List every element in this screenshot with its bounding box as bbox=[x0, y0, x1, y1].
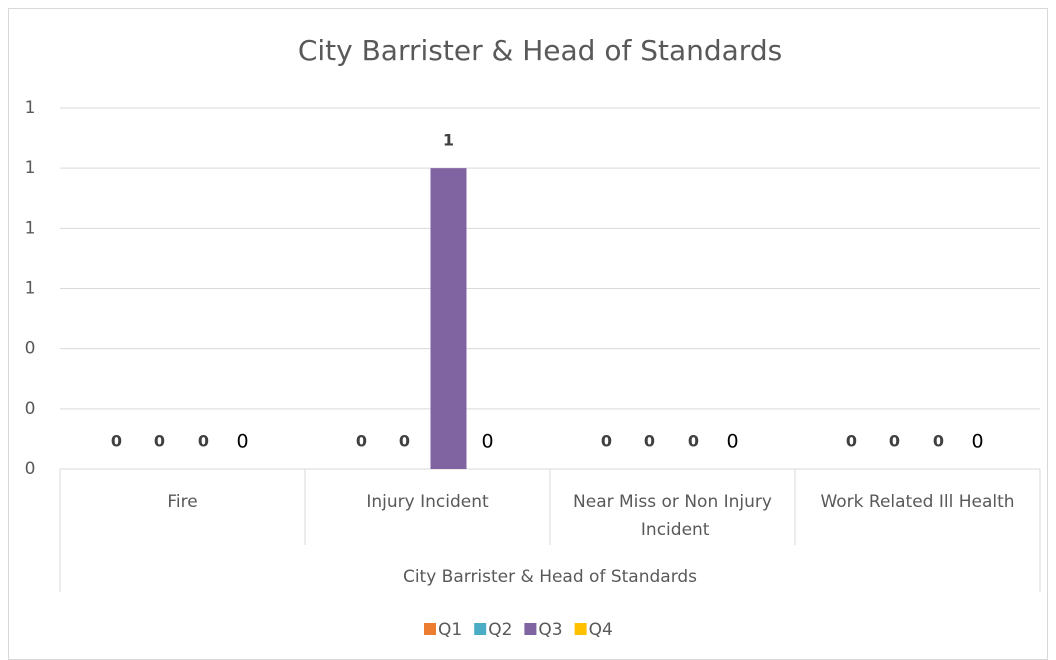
group-label: City Barrister & Head of Standards bbox=[403, 567, 697, 587]
data-label: 0 bbox=[933, 432, 944, 451]
bar bbox=[430, 168, 467, 469]
legend-swatch bbox=[574, 623, 587, 635]
data-label: 0 bbox=[971, 431, 983, 453]
y-tick-label: 1 bbox=[25, 158, 36, 178]
legend-label: Q4 bbox=[589, 620, 613, 640]
legend-label: Q1 bbox=[438, 620, 462, 640]
legend-swatch bbox=[524, 623, 537, 635]
y-tick-label: 0 bbox=[25, 399, 36, 419]
data-label: 0 bbox=[601, 432, 612, 451]
legend-swatch bbox=[424, 623, 436, 635]
y-tick-label: 0 bbox=[25, 459, 36, 479]
data-label: 0 bbox=[644, 432, 655, 451]
x-tick-label: Work Related Ill Health bbox=[820, 492, 1014, 512]
x-tick-label: Near Miss or Non Injury Incident bbox=[573, 492, 772, 540]
data-label: 0 bbox=[889, 432, 900, 451]
x-tick-label: Fire bbox=[167, 492, 197, 512]
x-tick-label: Injury Incident bbox=[366, 492, 489, 512]
legend-label: Q3 bbox=[538, 620, 562, 640]
data-label: 0 bbox=[111, 432, 122, 451]
data-label: 0 bbox=[481, 431, 493, 453]
data-label: 0 bbox=[236, 431, 248, 453]
data-label: 0 bbox=[198, 432, 209, 451]
y-tick-label: 1 bbox=[25, 279, 36, 299]
chart-title: City Barrister & Head of Standards bbox=[298, 34, 782, 67]
y-tick-label: 0 bbox=[25, 339, 36, 359]
legend-swatch bbox=[474, 623, 487, 635]
data-label: 0 bbox=[688, 432, 699, 451]
legend-label: Q2 bbox=[488, 620, 512, 640]
y-tick-label: 1 bbox=[25, 218, 36, 238]
data-label: 0 bbox=[154, 432, 165, 451]
data-label: 0 bbox=[726, 431, 738, 453]
data-label: 1 bbox=[443, 131, 454, 150]
chart-border bbox=[8, 8, 1048, 660]
data-label: 0 bbox=[399, 432, 410, 451]
data-label: 0 bbox=[356, 432, 367, 451]
y-tick-label: 1 bbox=[25, 98, 36, 118]
data-label: 0 bbox=[846, 432, 857, 451]
